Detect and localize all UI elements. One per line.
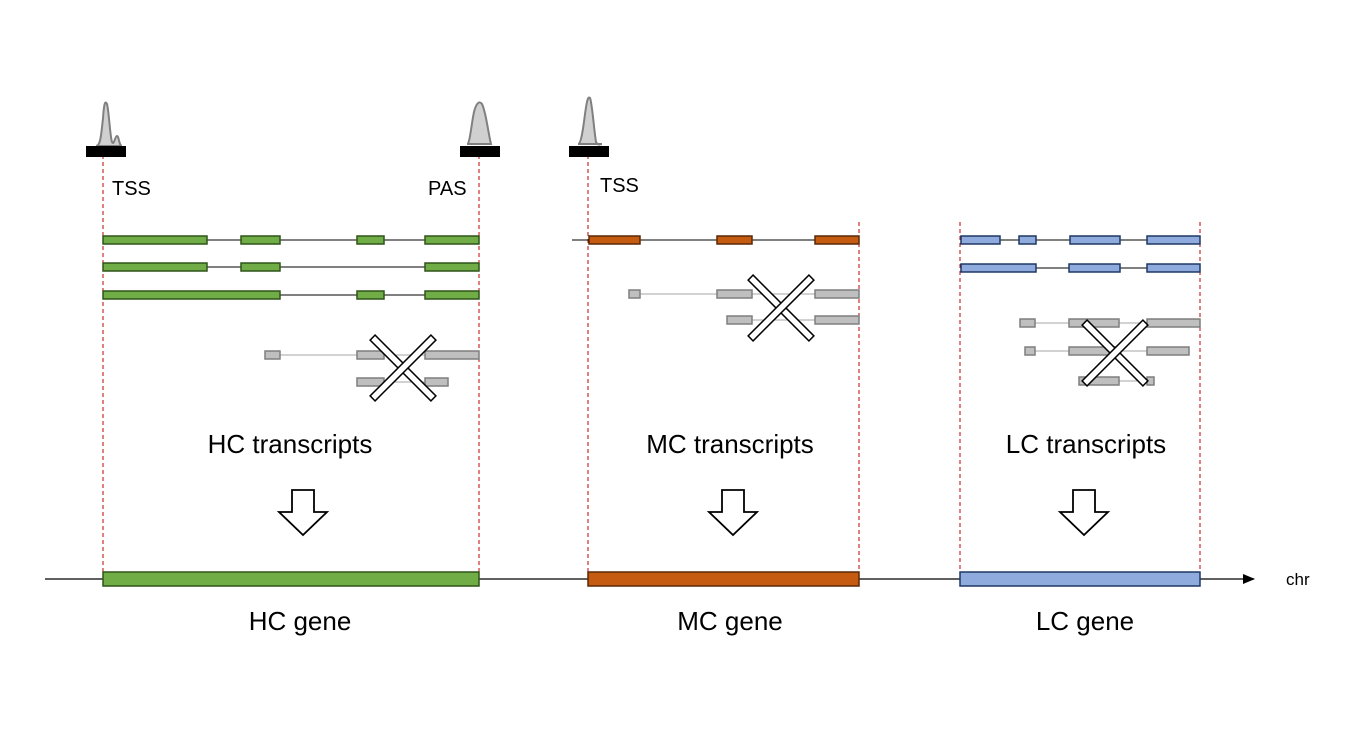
exon (264, 350, 281, 360)
exon (1146, 318, 1201, 328)
mc-tss-label: TSS (600, 175, 639, 197)
exon (1068, 318, 1120, 328)
reject-cross-icon (369, 334, 437, 402)
exon (716, 289, 753, 299)
mc-transcripts-rejected (628, 289, 860, 325)
hc-pas-label: PAS (428, 178, 467, 200)
exon (628, 289, 641, 299)
chr-label: chr (1286, 570, 1310, 589)
tss-marker-block (86, 146, 126, 157)
exon (960, 263, 1037, 273)
pas-marker-block (460, 146, 500, 157)
down-arrow-icon (706, 489, 760, 537)
exon (424, 377, 449, 387)
exon (356, 235, 385, 245)
hc-transcripts-rejected (264, 350, 480, 387)
lc-transcripts-label: LC transcripts (1006, 429, 1166, 459)
exon (424, 262, 480, 272)
exon (356, 290, 385, 300)
exon (1018, 235, 1037, 245)
peak-mc-tss (569, 96, 609, 157)
exon (1078, 376, 1120, 386)
exon (716, 235, 753, 245)
exon (240, 235, 281, 245)
exon (240, 262, 281, 272)
hc-tss-label: TSS (112, 178, 151, 200)
exon (1019, 318, 1036, 328)
exon (424, 235, 480, 245)
mc-transcripts-label: MC transcripts (646, 429, 814, 459)
exon (1068, 263, 1121, 273)
lc-transcripts-accepted (960, 235, 1201, 273)
mc-gene-label: MC gene (677, 606, 783, 636)
lc-gene-bar (959, 571, 1201, 587)
exon (814, 289, 860, 299)
exon (1024, 346, 1036, 356)
down-arrow-icon (1057, 489, 1111, 537)
exon (1146, 263, 1201, 273)
lc-gene-label: LC gene (1036, 606, 1134, 636)
exon (102, 262, 208, 272)
peak-hc-pas (460, 101, 500, 157)
peak-hc-tss (86, 101, 126, 157)
hc-transcripts-accepted (102, 235, 480, 300)
mc-gene-bar (587, 571, 860, 587)
exon (814, 315, 860, 325)
hc-gene-bar (102, 571, 480, 587)
tss-marker-block (569, 146, 609, 157)
exon (1069, 235, 1121, 245)
boundary-lines (102, 155, 1201, 578)
exon (960, 235, 1001, 245)
hc-transcripts-label: HC transcripts (208, 429, 373, 459)
exon (356, 350, 385, 360)
exon (102, 290, 281, 300)
mc-transcripts-accepted (572, 235, 860, 245)
exon (424, 350, 480, 360)
exon (424, 290, 480, 300)
exon (726, 315, 753, 325)
exon (1146, 346, 1190, 356)
exon (588, 235, 641, 245)
reject-cross-icon (1081, 319, 1149, 387)
exon (1146, 235, 1201, 245)
hc-gene-label: HC gene (249, 606, 352, 636)
exon (102, 235, 208, 245)
exon (356, 377, 385, 387)
reject-cross-icon (747, 274, 815, 342)
exon (814, 235, 860, 245)
down-arrow-icon (276, 489, 330, 537)
